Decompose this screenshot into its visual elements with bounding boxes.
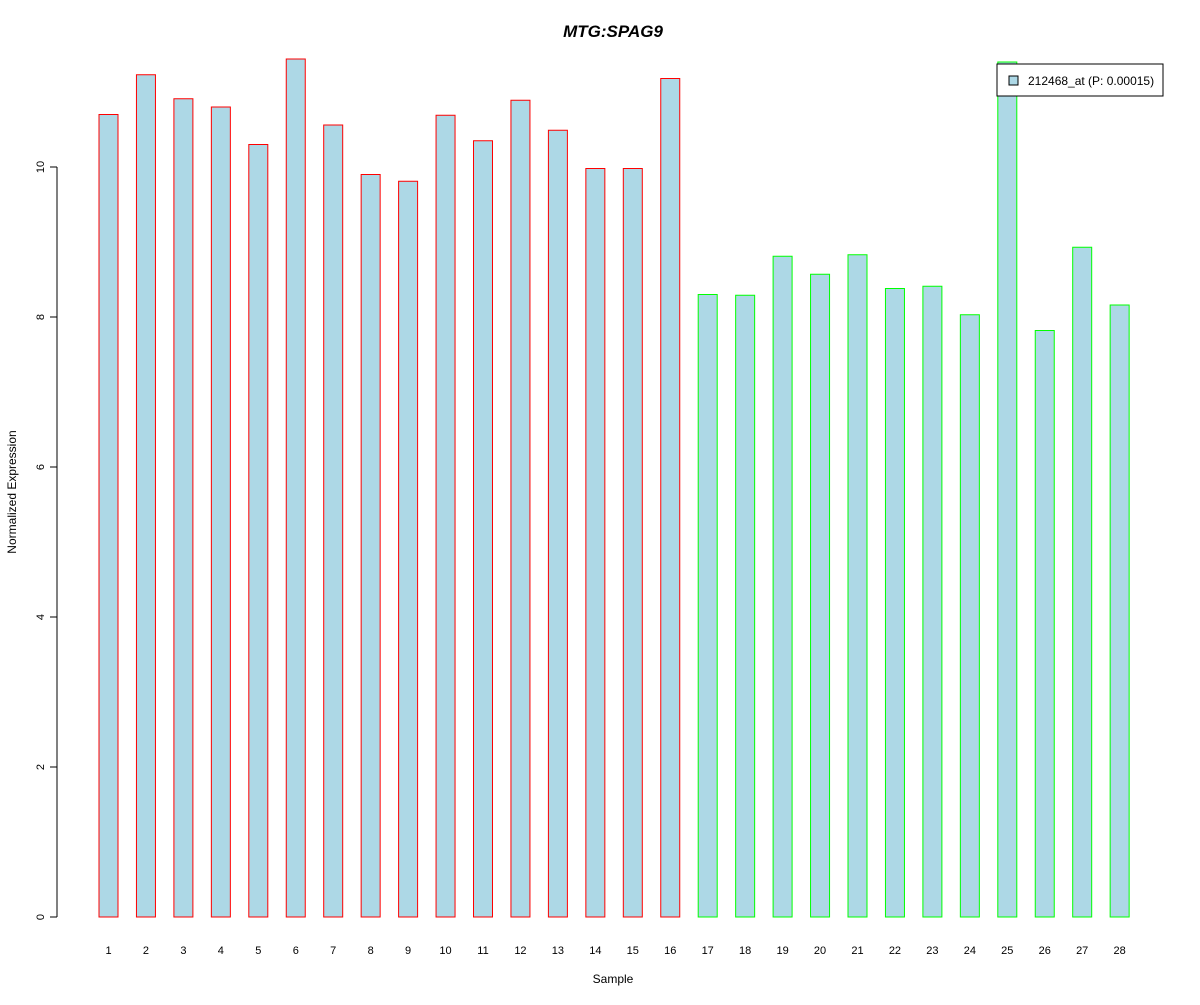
x-tick-label: 21 — [851, 945, 863, 957]
bar-sample-7 — [323, 124, 344, 918]
chart-title: MTG:SPAG9 — [563, 22, 663, 41]
x-tick-label: 13 — [552, 945, 564, 957]
x-tick-label: 24 — [964, 945, 976, 957]
x-axis-label: Sample — [593, 972, 634, 986]
bar-sample-12 — [510, 99, 531, 918]
bar-sample-25 — [997, 61, 1018, 918]
x-tick-label: 12 — [514, 945, 526, 957]
bar-sample-17 — [697, 294, 718, 918]
x-tick-label: 11 — [477, 945, 488, 957]
y-tick-label: 4 — [35, 614, 47, 620]
bar-sample-22 — [884, 288, 905, 918]
x-tick-label: 7 — [330, 945, 336, 957]
x-tick-label: 14 — [589, 945, 601, 957]
bar-sample-28 — [1109, 304, 1130, 918]
x-tick-label: 2 — [143, 945, 149, 957]
bar-sample-10 — [435, 114, 456, 918]
x-tick-label: 23 — [926, 945, 938, 957]
bar-sample-19 — [772, 255, 793, 918]
legend-entry-label: 212468_at (P: 0.00015) — [1028, 74, 1154, 88]
bar-sample-2 — [135, 74, 156, 918]
bar-sample-13 — [547, 129, 568, 918]
x-tick-labels: 1 2 3 4 5 6 7 8 9 10 11 12 13 14 15 16 17 18 19 20 21 22 23 24 2… — [105, 945, 1125, 957]
x-tick-label: 19 — [776, 945, 788, 957]
x-tick-label: 8 — [368, 945, 374, 957]
bar-sample-18 — [735, 294, 756, 918]
y-tick-label: 2 — [35, 764, 47, 770]
x-tick-label: 10 — [439, 945, 451, 957]
bar-sample-3 — [173, 98, 194, 918]
x-tick-label: 15 — [627, 945, 639, 957]
legend-box — [996, 63, 1164, 97]
x-tick-label: 16 — [664, 945, 676, 957]
bar-sample-20 — [810, 273, 831, 918]
bar-sample-24 — [959, 314, 980, 918]
bars-group — [98, 58, 1130, 918]
x-tick-label: 6 — [293, 945, 299, 957]
x-tick-label: 3 — [180, 945, 186, 957]
x-tick-label: 22 — [889, 945, 901, 957]
x-tick-label: 5 — [255, 945, 261, 957]
x-tick-label: 26 — [1039, 945, 1051, 957]
y-axis: 0 2 4 6 8 10 — [35, 161, 58, 920]
bar-sample-27 — [1072, 246, 1093, 918]
x-tick-label: 1 — [105, 945, 111, 957]
x-tick-label: 27 — [1076, 945, 1088, 957]
x-tick-label: 4 — [218, 945, 224, 957]
bar-sample-26 — [1034, 330, 1055, 918]
y-tick-label: 8 — [35, 314, 47, 320]
bar-sample-23 — [922, 285, 943, 918]
x-tick-label: 18 — [739, 945, 751, 957]
x-tick-label: 17 — [702, 945, 714, 957]
bar-sample-9 — [398, 180, 419, 918]
x-tick-label: 28 — [1114, 945, 1126, 957]
x-tick-label: 20 — [814, 945, 826, 957]
bar-sample-16 — [660, 78, 681, 918]
y-tick-label: 10 — [35, 161, 47, 173]
y-tick-label: 0 — [35, 914, 47, 920]
x-tick-label: 9 — [405, 945, 411, 957]
bar-sample-1 — [98, 114, 119, 918]
bar-sample-8 — [360, 174, 381, 918]
legend-swatch — [1008, 75, 1019, 86]
bar-sample-11 — [473, 140, 493, 918]
y-axis-label: Normalized Expression — [5, 430, 19, 553]
bar-sample-4 — [210, 106, 231, 918]
bar-sample-14 — [585, 168, 606, 918]
x-tick-label: 25 — [1001, 945, 1013, 957]
bar-sample-15 — [622, 168, 643, 918]
y-tick-label: 6 — [35, 464, 47, 470]
legend: 212468_at (P: 0.00015) — [996, 63, 1164, 97]
bar-sample-21 — [847, 254, 868, 918]
bar-sample-6 — [285, 58, 306, 918]
bar-sample-5 — [248, 144, 269, 918]
